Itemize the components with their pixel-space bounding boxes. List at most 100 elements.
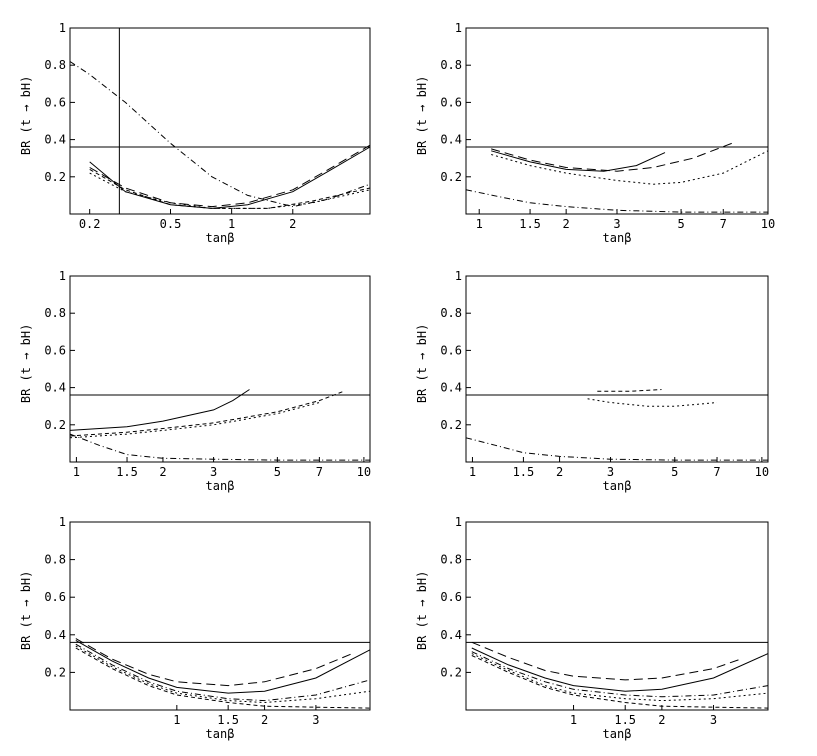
x-tick-label: 3	[607, 465, 614, 479]
x-tick-label: 2	[289, 217, 296, 231]
panel-top-right: 0.2 0.4 0.6 0.8 1 1 1.5 2 3 5 7 10 tanβ BR (t → bH)	[415, 21, 775, 245]
x-axis-label: tanβ	[206, 727, 235, 741]
x-tick-label: 1	[476, 217, 483, 231]
panel-bottom-right: 0.2 0.4 0.6 0.8 1 1 1.5 2 3 tanβ BR (t → bH)	[415, 515, 769, 741]
y-tick-label: 0.2	[44, 665, 66, 679]
plot-frame	[465, 521, 769, 711]
x-tick-label: 5	[677, 217, 684, 231]
x-tick-label: 10	[755, 465, 769, 479]
series-solid	[89, 146, 371, 209]
series-solid	[491, 150, 666, 172]
x-tick-label: 1.5	[614, 713, 636, 727]
y-tick-label: 0.6	[440, 343, 462, 357]
y-tick-label: 1	[59, 21, 66, 35]
series-dash-dot	[465, 437, 768, 461]
y-tick-label: 1	[59, 515, 66, 529]
x-tick-label: 3	[710, 713, 717, 727]
x-tick-label: 1.5	[519, 217, 541, 231]
x-tick-label: 1.5	[116, 465, 138, 479]
y-tick-label: 1	[59, 269, 66, 283]
y-tick-label: 0.2	[440, 170, 462, 184]
series-long-dash	[491, 142, 733, 172]
x-tick-label: 2	[159, 465, 166, 479]
x-tick-label: 2	[563, 217, 570, 231]
y-axis-label: BR (t → bH)	[19, 76, 33, 155]
x-tick-label: 3	[613, 217, 620, 231]
plot-frame	[465, 27, 769, 215]
x-tick-label: 3	[210, 465, 217, 479]
y-tick-label: 1	[455, 269, 462, 283]
x-tick-label: 1	[228, 217, 235, 231]
plot-frame	[69, 521, 371, 711]
y-tick-label: 0.4	[44, 133, 66, 147]
series-long-dash	[471, 641, 741, 681]
series-short-dash	[597, 389, 662, 392]
y-tick-label: 0.2	[44, 170, 66, 184]
series-short-dash	[471, 655, 769, 709]
y-tick-label: 0.8	[440, 553, 462, 567]
series-dash-dot	[75, 643, 371, 702]
x-tick-label: 7	[316, 465, 323, 479]
y-tick-label: 0.4	[440, 628, 462, 642]
y-tick-label: 0.4	[44, 381, 66, 395]
y-tick-label: 0.6	[44, 343, 66, 357]
x-tick-label: 7	[720, 217, 727, 231]
x-tick-label: 5	[671, 465, 678, 479]
plot-frame	[69, 275, 371, 463]
series-short-dash	[69, 390, 344, 437]
series-dotted	[491, 150, 769, 185]
series-dotted	[69, 402, 320, 439]
x-tick-label: 1	[469, 465, 476, 479]
y-tick-label: 0.8	[44, 306, 66, 320]
y-axis-label: BR (t → bH)	[415, 571, 429, 650]
series-solid	[75, 639, 371, 694]
y-tick-label: 1	[455, 21, 462, 35]
series-dash-dot	[471, 651, 769, 698]
y-tick-label: 0.4	[440, 381, 462, 395]
plot-frame	[465, 275, 769, 463]
y-tick-label: 0.4	[440, 133, 462, 147]
y-tick-label: 0.4	[44, 628, 66, 642]
x-axis-label: tanβ	[603, 479, 632, 493]
series-dotted	[89, 172, 371, 209]
panel-middle-left: 0.2 0.4 0.6 0.8 1 1 1.5 2 3 5 7 10 tanβ BR (t → bH)	[19, 269, 371, 493]
x-tick-label: 2	[261, 713, 268, 727]
x-tick-label: 1	[173, 713, 180, 727]
x-tick-label: 0.5	[160, 217, 182, 231]
y-tick-label: 0.8	[440, 58, 462, 72]
y-tick-label: 1	[455, 515, 462, 529]
y-axis-label: BR (t → bH)	[415, 324, 429, 403]
x-tick-label: 2	[658, 713, 665, 727]
series-dotted	[471, 653, 769, 702]
y-tick-label: 0.6	[440, 590, 462, 604]
series-long-dash	[75, 638, 353, 687]
x-tick-label: 1	[570, 713, 577, 727]
x-tick-label: 1.5	[217, 713, 239, 727]
series-dash-dot	[69, 61, 371, 208]
series-dotted	[587, 398, 718, 407]
x-tick-label: 10	[761, 217, 775, 231]
x-tick-label: 0.2	[79, 217, 101, 231]
y-tick-label: 0.8	[44, 553, 66, 567]
y-axis-label: BR (t → bH)	[19, 324, 33, 403]
series-dash-dot	[465, 189, 768, 213]
series-long-dash	[89, 144, 371, 208]
y-tick-label: 0.6	[440, 95, 462, 109]
series-solid	[69, 389, 250, 431]
y-tick-label: 0.6	[44, 590, 66, 604]
panel-middle-right: 0.2 0.4 0.6 0.8 1 1 1.5 2 3 5 7 10 tanβ BR (t → bH)	[415, 269, 769, 493]
y-tick-label: 0.2	[440, 665, 462, 679]
x-tick-label: 2	[556, 465, 563, 479]
series-dash-dot	[69, 433, 370, 461]
y-tick-label: 0.8	[44, 58, 66, 72]
series-solid	[471, 647, 769, 692]
series-dotted	[75, 645, 371, 704]
y-axis-label: BR (t → bH)	[415, 76, 429, 155]
x-tick-label: 10	[357, 465, 371, 479]
panel-bottom-left: 0.2 0.4 0.6 0.8 1 1 1.5 2 3 tanβ BR (t → bH)	[19, 515, 371, 741]
x-axis-label: tanβ	[206, 479, 235, 493]
series-short-dash	[75, 647, 371, 709]
y-axis-label: BR (t → bH)	[19, 571, 33, 650]
plot-frame	[69, 27, 371, 215]
